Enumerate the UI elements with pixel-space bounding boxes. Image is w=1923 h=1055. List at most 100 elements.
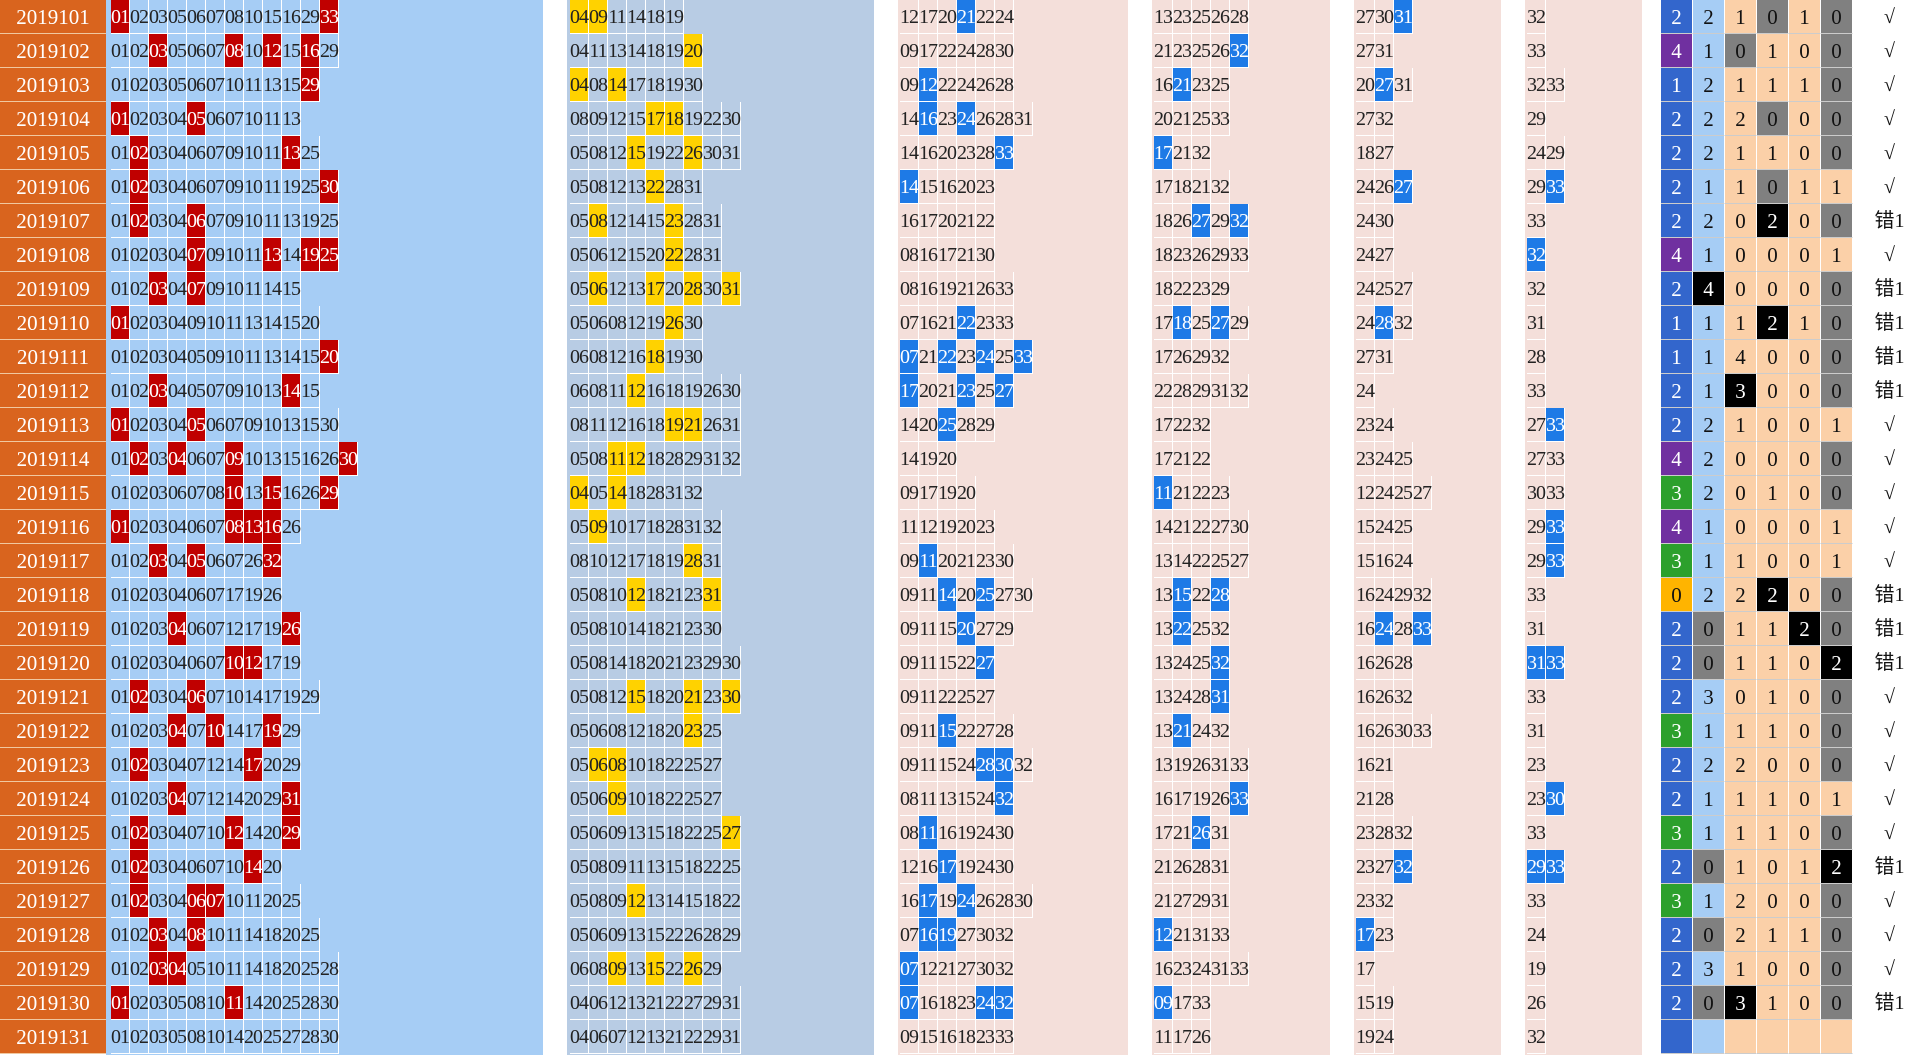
- count-cell: 2: [1693, 578, 1725, 612]
- number-cell: 13: [1154, 646, 1173, 680]
- number-cell: 16: [1154, 782, 1173, 816]
- number-cell: 14: [900, 408, 919, 442]
- count-cell: 3: [1661, 884, 1693, 918]
- number-cell: 15: [665, 850, 684, 884]
- number-cell: 13: [282, 204, 301, 238]
- count-cell: 0: [1757, 544, 1789, 578]
- number-cell: 03: [149, 0, 168, 34]
- period-number: 2019111: [0, 340, 106, 374]
- number-cell: 19: [938, 476, 957, 510]
- count-cell: 2: [1757, 578, 1789, 612]
- number-cell: 03: [149, 646, 168, 680]
- hit-number-cell: 17: [646, 102, 665, 136]
- count-cell: 3: [1661, 476, 1693, 510]
- number-cell: 05: [168, 0, 187, 34]
- number-cell: 29: [320, 34, 339, 68]
- hit-number-cell: 12: [244, 646, 263, 680]
- count-cell: 1: [1821, 408, 1853, 442]
- number-cell: 30: [684, 68, 703, 102]
- number-cell: 11: [919, 646, 938, 680]
- number-cell: 17: [1173, 1020, 1192, 1054]
- number-cell: 25: [957, 680, 976, 714]
- number-cell: 08: [589, 578, 608, 612]
- number-cell: 02: [130, 578, 149, 612]
- number-cell: 33: [1413, 714, 1432, 748]
- number-cell: 15: [627, 102, 646, 136]
- number-cell: 32: [1413, 578, 1432, 612]
- number-cell: 29: [282, 714, 301, 748]
- hit-number-cell: 06: [187, 680, 206, 714]
- result-mark: 错1: [1874, 346, 1905, 368]
- number-cell: 18: [263, 918, 282, 952]
- number-cell: 15: [1356, 986, 1375, 1020]
- result-mark: √: [1884, 6, 1895, 28]
- number-cell: 05: [570, 918, 589, 952]
- number-cell: 11: [244, 238, 263, 272]
- hit-number-cell: 22: [957, 306, 976, 340]
- number-cell: 19: [244, 578, 263, 612]
- count-cell: 0: [1789, 816, 1821, 850]
- number-cell: 19: [646, 136, 665, 170]
- number-cell: 19: [301, 204, 320, 238]
- hit-number-cell: 06: [187, 884, 206, 918]
- count-cell: 0: [1821, 34, 1853, 68]
- count-cell: 0: [1757, 170, 1789, 204]
- number-cell: 21: [665, 646, 684, 680]
- number-cell: 18: [263, 952, 282, 986]
- count-cell: 2: [1789, 612, 1821, 646]
- number-cell: 24: [957, 748, 976, 782]
- number-cell: 30: [703, 272, 722, 306]
- number-cell: 08: [900, 238, 919, 272]
- number-cell: 05: [570, 714, 589, 748]
- count-cell: 4: [1661, 238, 1693, 272]
- number-cell: 02: [130, 306, 149, 340]
- number-cell: 25: [282, 986, 301, 1020]
- number-cell: 09: [900, 1020, 919, 1054]
- number-cell: 01: [111, 748, 130, 782]
- number-cell: 28: [995, 68, 1014, 102]
- number-cell: 01: [111, 578, 130, 612]
- number-cell: 17: [919, 476, 938, 510]
- number-cell: 07: [206, 510, 225, 544]
- number-cell: 21: [957, 544, 976, 578]
- number-cell: 31: [703, 238, 722, 272]
- number-cell: 23: [684, 578, 703, 612]
- number-cell: 27: [282, 1020, 301, 1054]
- number-cell: 15: [282, 442, 301, 476]
- count-cell: 1: [1725, 136, 1757, 170]
- number-cell: 01: [111, 1020, 130, 1054]
- number-cell: 18: [684, 850, 703, 884]
- number-cell: 17: [1173, 782, 1192, 816]
- number-cell: 13: [627, 986, 646, 1020]
- hit-number-cell: 33: [1014, 340, 1033, 374]
- number-cell: 13: [1154, 680, 1173, 714]
- number-cell: 23: [1211, 476, 1230, 510]
- number-cell: 31: [1192, 918, 1211, 952]
- number-cell: 31: [1375, 34, 1394, 68]
- number-cell: 12: [900, 0, 919, 34]
- number-cell: 33: [1546, 68, 1565, 102]
- number-cell: 18: [646, 714, 665, 748]
- hit-number-cell: 21: [1173, 714, 1192, 748]
- hit-number-cell: 15: [938, 714, 957, 748]
- number-cell: 20: [919, 408, 938, 442]
- number-cell: 31: [1527, 714, 1546, 748]
- hit-number-cell: 25: [976, 578, 995, 612]
- number-cell: 27: [1230, 544, 1249, 578]
- hit-number-cell: 14: [244, 850, 263, 884]
- number-cell: 16: [1375, 544, 1394, 578]
- number-cell: 20: [646, 646, 665, 680]
- number-cell: 19: [1173, 748, 1192, 782]
- number-cell: 03: [149, 816, 168, 850]
- number-cell: 18: [1154, 238, 1173, 272]
- number-cell: 20: [957, 578, 976, 612]
- number-cell: 20: [263, 850, 282, 884]
- number-cell: 33: [1230, 238, 1249, 272]
- number-cell: 06: [570, 952, 589, 986]
- count-cell: 0: [1821, 612, 1853, 646]
- hit-number-cell: 19: [665, 408, 684, 442]
- number-cell: 16: [1356, 612, 1375, 646]
- hit-number-cell: 21: [1173, 68, 1192, 102]
- hit-number-cell: 23: [957, 374, 976, 408]
- number-cell: 20: [938, 136, 957, 170]
